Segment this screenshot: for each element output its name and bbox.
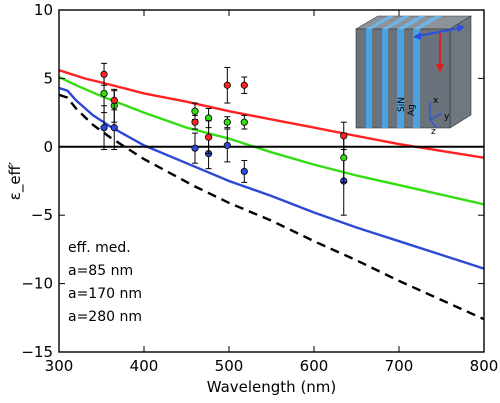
data-point-0 [100,124,108,132]
y-tick-label: −15 [21,343,53,361]
data-point-11 [223,118,231,126]
inset-sin-label: SiN [397,97,407,112]
inset-y-axis [429,112,443,121]
x-tick-label: 300 [45,357,74,375]
inset-polarization-arrowhead [457,24,465,32]
inset-right-face [449,15,472,129]
legend-entry-2: a=170 nm [68,286,142,302]
inset-schematic: SiN Ag x y z [354,15,473,137]
series-line-3 [59,69,484,159]
inset-sin-layer-top [382,16,410,29]
plot-frame [58,9,485,353]
inset-polarization-arrowhead [413,32,421,40]
inset-sin-layer-top [397,16,426,29]
inset-propagation-arrowhead [436,64,444,73]
y-tick-label: 5 [43,69,53,87]
inset-sin-layer-top [366,16,394,29]
x-axis-title: Wavelength (nm) [207,378,337,396]
legend-entry-0: eff. med. [68,240,131,256]
inset-sin-layer-top [413,16,442,29]
data-point-13 [340,154,348,162]
inset-z-label: z [431,127,436,137]
x-tick-label: 400 [130,357,159,375]
inset-sin-layer [382,29,388,128]
inset-sin-layer [397,29,404,128]
x-tick-label: 800 [470,357,499,375]
data-point-15 [110,96,118,104]
x-tick-label: 600 [300,357,329,375]
data-point-9 [191,107,199,115]
data-point-7 [100,89,108,98]
data-point-1 [110,124,118,132]
chart-marks: 300 400 500 600 700 800 −15 −10 −5 0 5 10 Wavelength… [6,1,498,396]
data-point-12 [240,118,248,126]
inset-z-axis [429,119,438,129]
y-tick-label: −10 [21,275,53,293]
series-line-2 [59,75,484,206]
data-point-2 [191,144,199,152]
y-tick-label: −5 [31,206,53,224]
data-point-19 [240,81,248,89]
inset-sin-layer [413,29,420,128]
inset-sin-layer [366,29,372,128]
data-point-14 [100,70,108,78]
inset-polarization-arrow [417,27,461,37]
y-tick-label: 10 [34,1,53,19]
inset-ag-label: Ag [407,104,417,116]
series-line-1 [59,86,484,270]
x-tick-label: 500 [215,357,244,375]
y-tick-label: 0 [43,138,53,156]
data-point-16 [191,118,199,126]
data-point-5 [240,167,248,176]
data-point-17 [205,133,213,141]
inset-x-label: x [433,96,439,106]
inset-y-label: y [444,112,450,122]
data-point-18 [223,81,231,89]
x-tick-label: 700 [385,357,414,375]
legend-entry-1: a=85 nm [68,263,133,279]
data-point-4 [223,141,231,150]
y-axis-title: ε_eff′ [6,161,25,200]
data-point-20 [340,132,348,140]
legend-entry-3: a=280 nm [68,309,142,325]
series-line-0 [59,93,484,321]
